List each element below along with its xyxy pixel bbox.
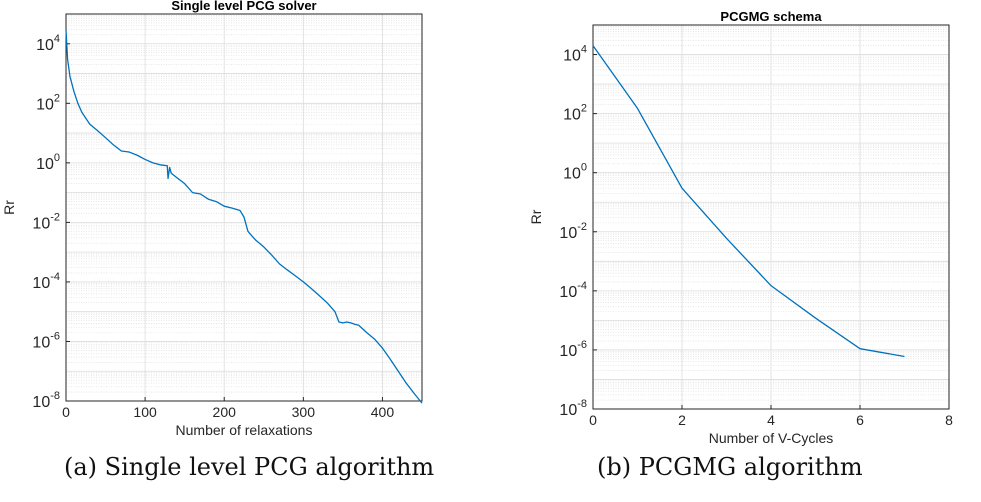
x-axis-label: Number of relaxations [176,422,313,438]
x-tick-label: 8 [945,412,953,428]
series-line [592,45,905,358]
caption-b: (b) PCGMG algorithm [597,453,863,481]
y-tick-label: 100 [36,152,60,173]
y-tick-label: 10-2 [32,211,60,232]
axes-box [65,13,423,402]
x-tick-label: 4 [767,412,775,428]
y-tick-label: 104 [563,44,587,65]
y-tick-label: 10-6 [32,330,60,351]
y-tick-label: 10-8 [559,398,587,419]
y-tick-label: 10-8 [32,390,60,411]
chart-a: 10-8 10-6 10-4 10-2 100 102 104 0 100 200 300 400 Si… [1,0,423,438]
x-tick-label: 100 [133,404,157,420]
y-tick-label: 100 [563,162,587,183]
x-tick-label: 0 [589,412,597,428]
x-tick-label: 2 [678,412,686,428]
y-axis-label: Rr [1,200,17,215]
y-tick-label: 102 [563,103,587,124]
chart-title: Single level PCG solver [171,0,316,13]
chart-title: PCGMG schema [720,9,822,24]
y-tick-label: 10-4 [559,280,587,301]
x-tick-label: 200 [213,404,237,420]
x-tick-label: 6 [856,412,864,428]
series-line [65,29,423,404]
x-tick-label: 400 [371,404,395,420]
chart-b: 10-8 10-6 10-4 10-2 100 102 104 0 2 4 6 8 PCGMG sche… [528,9,953,446]
x-tick-label: 300 [292,404,316,420]
y-tick-label: 102 [36,92,60,113]
y-tick-label: 10-6 [559,339,587,360]
x-tick-label: 0 [62,404,70,420]
y-tick-label: 10-2 [559,221,587,242]
y-tick-label: 104 [36,33,60,54]
y-tick-label: 10-4 [32,271,60,292]
y-axis-label: Rr [528,209,544,224]
x-axis-label: Number of V-Cycles [709,430,833,446]
caption-a: (a) Single level PCG algorithm [64,453,435,481]
